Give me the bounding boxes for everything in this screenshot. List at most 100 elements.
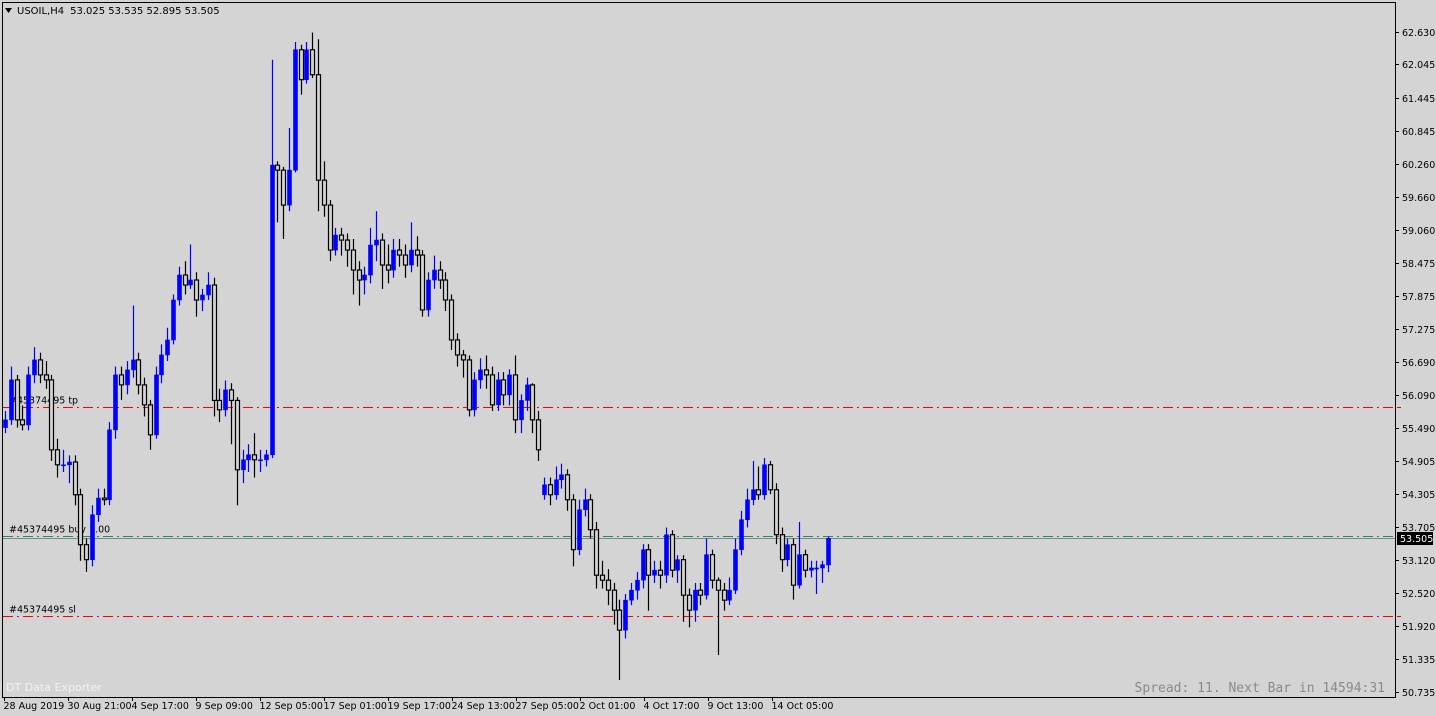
candle-body [374, 239, 379, 246]
candle [14, 374, 21, 428]
price-tick-label: 60.845 [1402, 127, 1435, 138]
candle [437, 261, 444, 289]
candle-body [583, 499, 588, 511]
candle [733, 538, 738, 595]
candle-body [547, 484, 554, 496]
candle [67, 455, 72, 484]
candle-body [715, 579, 722, 591]
candle-body [264, 454, 269, 461]
candle [200, 288, 205, 312]
candle [686, 588, 693, 628]
candle-body [496, 379, 501, 406]
candle-body [733, 549, 738, 591]
candle-body [773, 489, 780, 536]
candle [814, 560, 819, 595]
candle-body [704, 554, 709, 596]
candle-body [131, 359, 136, 371]
candle [529, 383, 536, 434]
candle-body [107, 429, 112, 501]
candle [680, 555, 687, 622]
candle [773, 483, 780, 545]
triangle-down-icon[interactable] [5, 8, 12, 13]
candle [466, 355, 473, 417]
candle [704, 538, 709, 600]
candle-body [61, 464, 66, 467]
candle-body [135, 359, 142, 386]
candle [460, 349, 467, 378]
candle [664, 527, 669, 583]
candle [645, 544, 652, 611]
candle-body [442, 279, 449, 301]
candle [709, 549, 716, 589]
candle [321, 161, 328, 217]
candle [147, 399, 154, 450]
time-tick-label: 27 Sep 05:00 [516, 701, 579, 712]
candle [391, 238, 396, 278]
candle-body [113, 374, 118, 431]
candle [165, 327, 170, 362]
candle [779, 527, 786, 572]
candle-body [820, 564, 825, 569]
candle-body [309, 49, 316, 76]
candle-body [559, 474, 564, 481]
candle-body [270, 164, 275, 456]
candle-body [437, 269, 444, 281]
price-tick-label: 55.490 [1402, 424, 1435, 435]
candle-body [193, 279, 200, 301]
candle-body [727, 589, 732, 601]
price-tick-label: 56.090 [1402, 391, 1435, 402]
candle-body [478, 369, 483, 381]
candle [241, 449, 246, 484]
candle [125, 361, 130, 395]
candle [32, 347, 37, 384]
candle [264, 449, 269, 467]
price-tick-label: 53.705 [1402, 523, 1435, 534]
candle-body [635, 579, 640, 591]
candle [280, 166, 287, 239]
candle [611, 582, 618, 625]
candle-body [587, 499, 594, 531]
candle [785, 538, 790, 567]
candle [234, 397, 241, 506]
candle-body [641, 549, 646, 581]
candle-body [785, 544, 790, 560]
candle [206, 272, 211, 300]
candle [652, 560, 657, 583]
price-tick-label: 62.045 [1402, 60, 1435, 71]
candle-body [675, 559, 680, 571]
candle-body [767, 464, 774, 491]
candle-body [67, 461, 72, 466]
candle-body [37, 359, 44, 376]
candle [414, 236, 421, 267]
candle [118, 366, 125, 400]
candle [489, 366, 496, 411]
candle [751, 460, 756, 506]
candle [113, 366, 118, 439]
candle-body [507, 374, 512, 396]
candle-body [274, 164, 281, 171]
candle [246, 444, 251, 472]
candle-body [101, 497, 108, 501]
candle-body [414, 249, 421, 256]
symbol-label: USOIL,H4 [17, 6, 64, 17]
candle-body [448, 299, 455, 341]
price-tick-label: 57.875 [1402, 292, 1435, 303]
candle-body [535, 419, 542, 451]
candle [309, 32, 316, 79]
price-tick-label: 54.905 [1402, 457, 1435, 468]
candle [629, 582, 634, 606]
candle-body [298, 49, 305, 81]
candle-body [147, 404, 154, 436]
candle-body [500, 379, 507, 396]
candle [274, 161, 281, 223]
time-tick-label: 30 Aug 21:00 [68, 701, 132, 712]
candle [790, 538, 797, 600]
candle [802, 549, 809, 578]
candle [368, 227, 373, 284]
candle-body [77, 494, 84, 546]
candle [270, 59, 275, 459]
candle [37, 352, 44, 384]
candle [90, 505, 95, 567]
candle [54, 438, 61, 478]
